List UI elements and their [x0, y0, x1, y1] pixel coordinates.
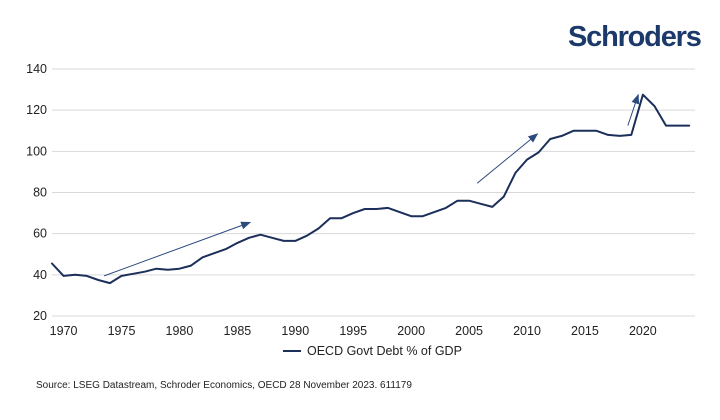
x-tick-label: 1990	[281, 324, 309, 338]
y-tick-label: 60	[33, 227, 47, 241]
x-tick-label: 2020	[629, 324, 657, 338]
x-tick-label: 1995	[339, 324, 367, 338]
series-line-oecd-debt	[51, 93, 691, 285]
x-tick-label: 1985	[223, 324, 251, 338]
y-tick-label: 80	[33, 186, 47, 200]
y-tick-label: 100	[26, 144, 47, 158]
x-tick-label: 2000	[397, 324, 425, 338]
y-tick-label: 20	[33, 309, 47, 323]
x-tick-label: 1980	[166, 324, 194, 338]
schroders-logo: Schroders	[568, 21, 702, 53]
y-tick-label: 40	[33, 268, 47, 282]
y-tick-label: 140	[26, 62, 47, 76]
trend-arrow-3	[627, 93, 640, 126]
source-note: Source: LSEG Datastream, Schroder Econom…	[36, 380, 412, 391]
x-tick-label: 2015	[571, 324, 599, 338]
x-tick-label: 1975	[108, 324, 136, 338]
trend-arrow-2	[476, 133, 539, 184]
x-tick-label: 2005	[455, 324, 483, 338]
chart-legend: OECD Govt Debt % of GDP	[283, 344, 462, 358]
trend-arrow-1	[103, 221, 252, 277]
x-tick-label: 1970	[50, 324, 78, 338]
legend-label: OECD Govt Debt % of GDP	[307, 344, 462, 358]
y-tick-label: 120	[26, 103, 47, 117]
x-tick-label: 2010	[513, 324, 541, 338]
legend-line-swatch	[283, 350, 301, 352]
